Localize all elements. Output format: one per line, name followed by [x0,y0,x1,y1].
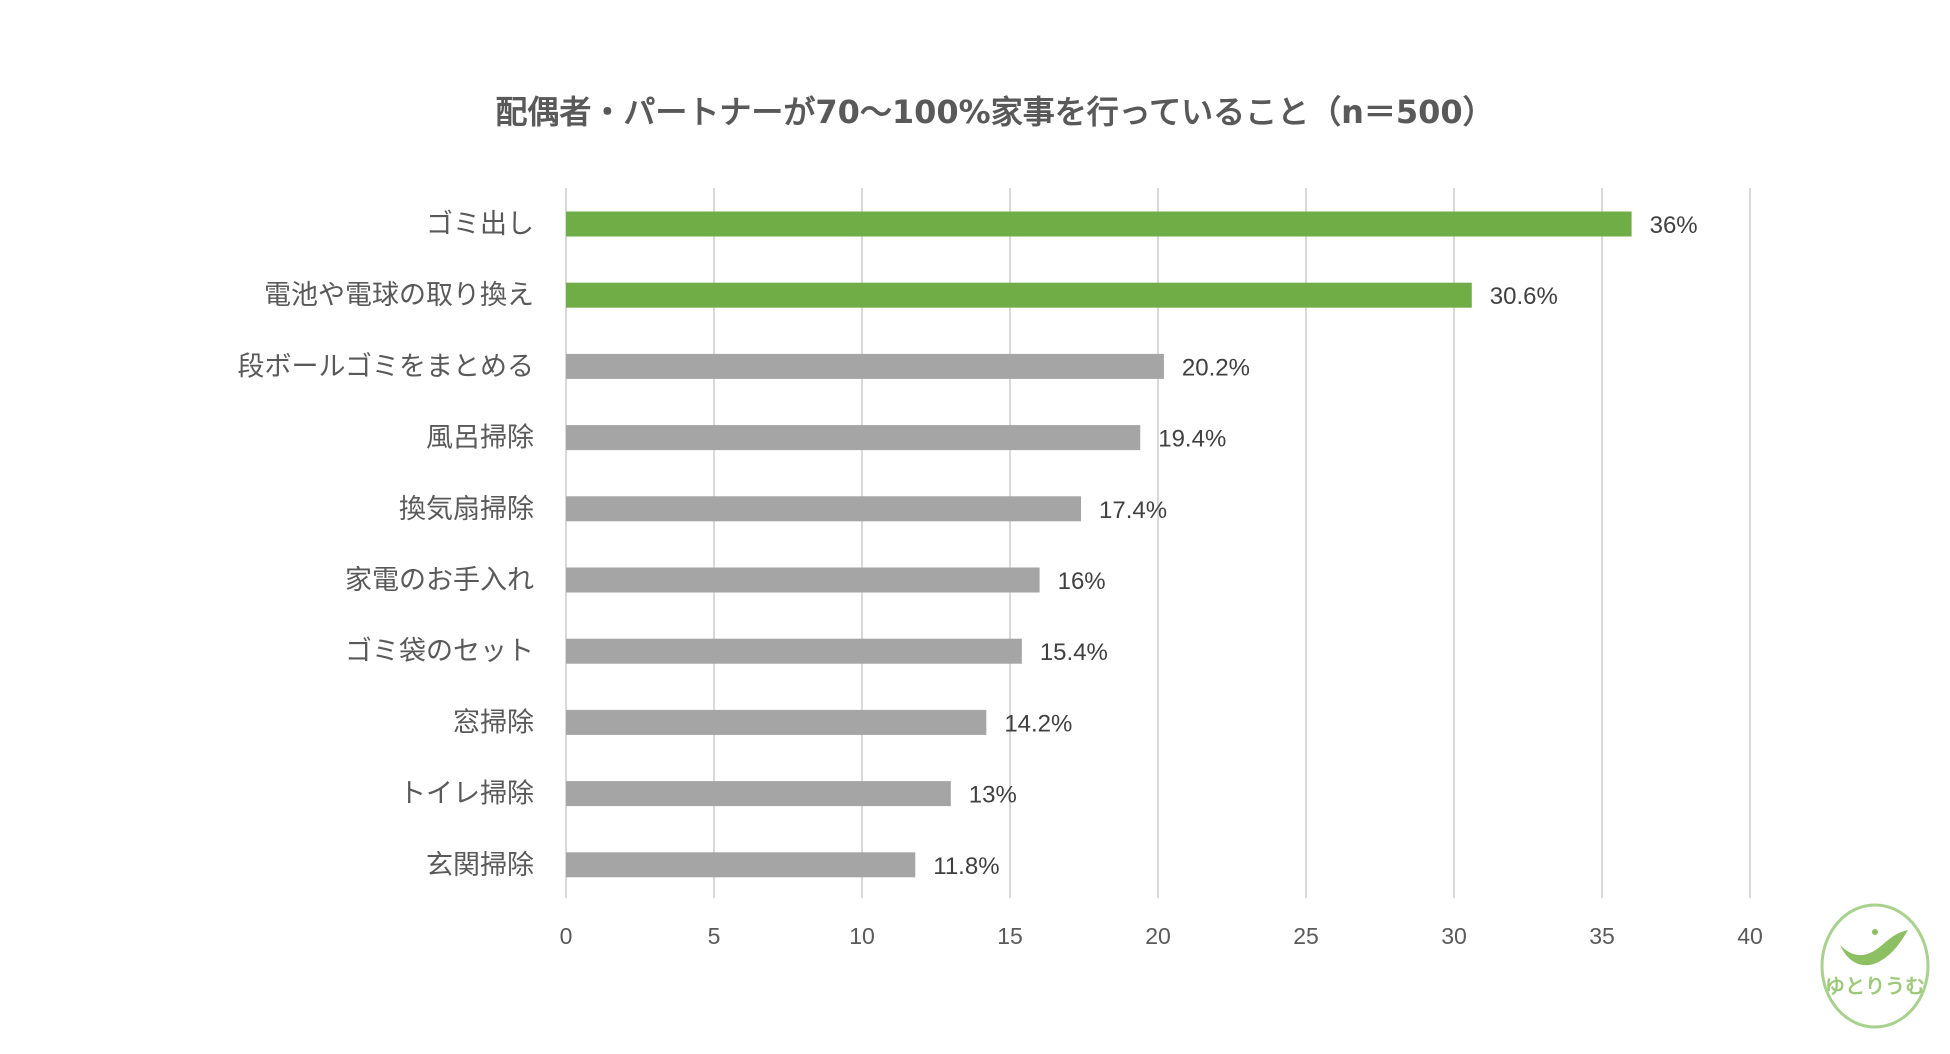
labels-layer: ゴミ出し 36% 電池や電球の取り換え 30.6% 段ボールゴミをまとめる 20.2% 風呂… [238,209,1698,881]
bars-layer [566,211,1632,878]
bar [566,282,1472,308]
bar [566,638,1022,664]
ticks-layer: 0 5 10 15 20 25 30 35 40 [560,923,1763,949]
x-tick-label: 40 [1737,923,1763,949]
bar [566,496,1082,522]
egg-outline-icon [1820,903,1930,1029]
category-label: ゴミ出し [426,209,534,240]
x-tick-label: 10 [849,923,875,949]
category-label: 家電のお手入れ [345,565,534,596]
data-label: 11.8% [933,853,999,880]
category-label: 玄関掃除 [426,850,534,881]
x-tick-label: 5 [708,923,721,949]
bar [566,781,951,807]
data-label: 36% [1650,212,1698,239]
data-label: 16% [1058,568,1106,595]
category-label: 換気扇掃除 [399,494,534,525]
x-tick-label: 25 [1293,923,1319,949]
bird-dot-icon [1872,929,1878,935]
data-label: 19.4% [1158,426,1226,453]
bar [566,425,1141,451]
data-label: 30.6% [1490,283,1558,310]
data-label: 13% [969,782,1017,809]
x-tick-label: 15 [997,923,1023,949]
logo: ゆとりうむ [1820,903,1930,1029]
data-label: 15.4% [1040,639,1108,666]
category-label: 窓掃除 [453,707,534,738]
data-label: 20.2% [1182,354,1250,381]
bar [566,709,987,735]
x-tick-label: 30 [1441,923,1467,949]
category-label: 段ボールゴミをまとめる [238,351,534,382]
bar [566,567,1040,593]
bar [566,211,1632,237]
data-label: 17.4% [1099,497,1167,524]
bar [566,852,916,878]
chart-title: 配偶者・パートナーが70～100%家事を行っていること（n＝500） [495,93,1494,131]
category-label: 電池や電球の取り換え [264,280,534,311]
x-tick-label: 0 [560,923,573,949]
x-tick-label: 35 [1589,923,1615,949]
bar [566,353,1164,379]
category-label: トイレ掃除 [399,779,534,810]
data-label: 14.2% [1004,710,1072,737]
category-label: 風呂掃除 [426,423,534,454]
x-tick-label: 20 [1145,923,1171,949]
bird-icon [1840,930,1908,966]
category-label: ゴミ袋のセット [345,636,534,667]
logo-text: ゆとりうむ [1825,974,1925,998]
